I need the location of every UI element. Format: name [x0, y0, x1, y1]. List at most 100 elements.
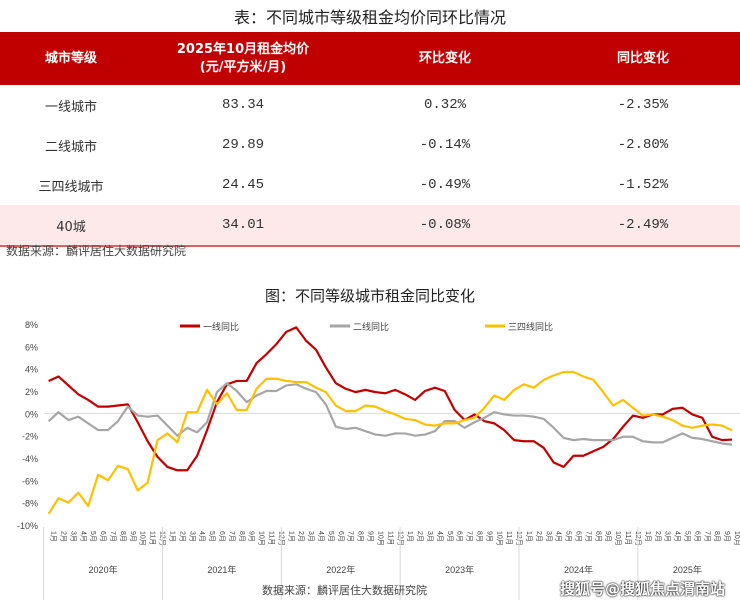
watermark: 搜狐号@搜狐焦点渭南站: [560, 580, 726, 598]
month-tick-label: 11月: [267, 531, 275, 545]
month-tick-label: 1月: [406, 531, 414, 542]
col-header-city-tier: 城市等级: [0, 32, 142, 85]
mom-change-cell: -0.08%: [344, 205, 546, 247]
month-tick-label: 9月: [129, 531, 137, 542]
month-tick-label: 4月: [436, 531, 444, 542]
month-tick-label: 6月: [99, 531, 107, 542]
month-tick-label: 7月: [703, 531, 711, 542]
month-tick-label: 2月: [535, 531, 543, 542]
city-tier-cell: 一线城市: [44, 99, 97, 115]
table-row-40-cities: 40城 34.01 -0.08% -2.49%: [0, 205, 740, 247]
month-tick-label: 9月: [723, 531, 731, 542]
avg-rent-label: 2025年10月租金均价: [176, 41, 310, 57]
col-header-mom: 环比变化: [344, 32, 546, 85]
month-tick-label: 7月: [109, 531, 117, 542]
month-tick-label: 3月: [307, 531, 315, 542]
year-label: 2021年: [207, 564, 236, 575]
year-label: 2022年: [326, 564, 355, 575]
year-label: 2024年: [564, 564, 593, 575]
month-tick-label: 10月: [258, 531, 266, 546]
series-line-1: [47, 382, 733, 446]
month-tick-label: 5月: [565, 531, 573, 542]
month-tick-label: 4月: [674, 531, 682, 542]
month-tick-label: 4月: [79, 531, 87, 542]
month-tick-label: 9月: [248, 531, 256, 542]
month-tick-label: 5月: [327, 531, 335, 542]
mom-change-cell: -0.14%: [419, 137, 471, 153]
month-tick-label: 2月: [178, 531, 186, 542]
month-tick-label: 7月: [466, 531, 474, 542]
avg-rent-cell: 24.45: [221, 177, 264, 193]
month-tick-label: 2月: [60, 531, 68, 542]
month-tick-label: 6月: [456, 531, 464, 542]
month-tick-label: 6月: [693, 531, 701, 542]
month-tick-label: 7月: [584, 531, 592, 542]
month-tick-label: 4月: [317, 531, 325, 542]
month-tick-label: 10月: [733, 531, 740, 546]
chart-title: 图：不同等级城市租金同比变化: [264, 287, 475, 305]
month-tick-label: 4月: [198, 531, 206, 542]
month-tick-label: 10月: [495, 531, 503, 546]
table-source: 数据来源：麟评居住大数据研究院: [6, 244, 187, 258]
month-tick-label: 3月: [69, 531, 77, 542]
y-tick-label: -8%: [22, 499, 38, 509]
legend-label: 三四线同比: [508, 321, 553, 332]
yoy-change-cell: -1.52%: [617, 177, 669, 193]
month-tick-label: 6月: [337, 531, 345, 542]
month-tick-label: 3月: [188, 531, 196, 542]
y-tick-label: -10%: [17, 521, 38, 531]
month-tick-label: 3月: [426, 531, 434, 542]
month-tick-label: 11月: [624, 531, 632, 545]
month-tick-label: 1月: [525, 531, 533, 542]
table-row-tier2: 二线城市 29.89 -0.14% -2.80%: [0, 125, 740, 165]
y-tick-label: 2%: [25, 387, 38, 397]
month-tick-label: 2月: [416, 531, 424, 542]
month-tick-label: 5月: [446, 531, 454, 542]
series-line-0: [48, 326, 733, 472]
col-header-avg-rent: 2025年10月租金均价 (元/平方米/月): [142, 32, 344, 85]
year-label: 2023年: [445, 564, 474, 575]
y-tick-label: -4%: [22, 454, 38, 464]
avg-rent-cell: 29.89: [221, 137, 264, 153]
yoy-change-cell: -2.35%: [617, 97, 669, 113]
table-row-tier3-4: 三四线城市 24.45 -0.49% -1.52%: [0, 165, 740, 205]
month-tick-label: 7月: [347, 531, 355, 542]
month-tick-label: 2月: [654, 531, 662, 542]
rent-table: 城市等级 2025年10月租金均价 (元/平方米/月) 环比变化 同比变化 一线城…: [0, 32, 740, 247]
month-tick-label: 4月: [555, 531, 563, 542]
month-tick-label: 7月: [228, 531, 236, 542]
month-tick-label: 6月: [575, 531, 583, 542]
month-tick-label: 8月: [594, 531, 602, 542]
month-tick-label: 3月: [545, 531, 553, 542]
yoy-change-cell: -2.80%: [617, 137, 669, 153]
y-tick-label: 8%: [25, 320, 38, 330]
chart-source: 数据来源：麟评居住大数据研究院: [262, 584, 427, 597]
avg-rent-cell: 34.01: [142, 205, 344, 247]
y-tick-label: -6%: [22, 476, 38, 486]
month-tick-label: 5月: [208, 531, 216, 542]
month-tick-label: 8月: [238, 531, 246, 542]
month-tick-label: 9月: [367, 531, 375, 542]
month-tick-label: 10月: [139, 531, 147, 546]
month-tick-label: 10月: [614, 531, 622, 546]
avg-rent-cell: 83.34: [221, 97, 264, 113]
avg-rent-unit: (元/平方米/月): [199, 59, 287, 75]
city-tier-cell: 二线城市: [44, 139, 97, 155]
month-tick-label: 11月: [386, 531, 394, 545]
month-tick-label: 1月: [644, 531, 652, 542]
table-title: 表：不同城市等级租金均价同环比情况: [233, 8, 506, 27]
month-tick-label: 1月: [287, 531, 295, 542]
legend-label: 二线同比: [353, 321, 389, 332]
mom-change-cell: -0.49%: [419, 177, 471, 193]
city-tier-cell: 三四线城市: [38, 179, 104, 195]
col-header-yoy: 同比变化: [546, 32, 740, 85]
month-tick-label: 8月: [357, 531, 365, 542]
month-tick-label: 2月: [297, 531, 305, 542]
month-tick-label: 1月: [168, 531, 176, 542]
table-row-tier1: 一线城市 83.34 0.32% -2.35%: [0, 85, 740, 125]
month-tick-label: 8月: [713, 531, 721, 542]
yoy-change-cell: -2.49%: [546, 205, 740, 247]
month-tick-label: 8月: [119, 531, 127, 542]
year-label: 2020年: [89, 564, 118, 575]
